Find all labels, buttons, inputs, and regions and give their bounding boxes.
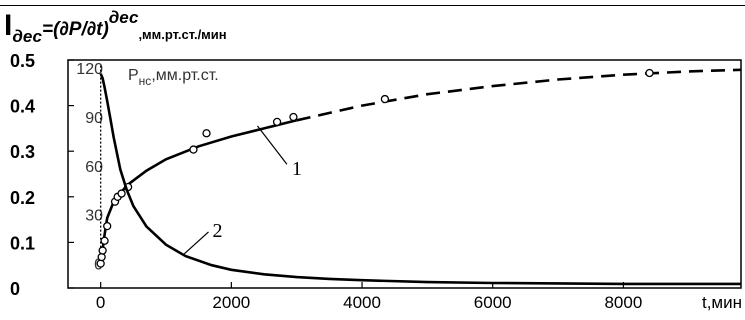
y-right-axis-label: Pнс,мм.рт.ст.: [128, 67, 219, 88]
series-1-point: [98, 246, 107, 255]
annotation-1-leader: [257, 125, 288, 165]
y-left-tick-label: 0: [10, 279, 20, 299]
series-1-point: [289, 112, 298, 122]
x-axis-label: t,мин: [702, 293, 742, 312]
plot-frame: [67, 59, 742, 289]
series-1-point: [380, 94, 390, 104]
annotation-2-leader: [183, 231, 209, 255]
annotation-2-label: 2: [212, 220, 222, 242]
series-1-point: [103, 221, 112, 231]
chart-title: Iдес=(∂P/∂t)дес,мм.рт.ст./мин: [4, 8, 227, 47]
x-tick-label: 4000: [343, 293, 381, 312]
series-1-point: [97, 252, 106, 262]
x-tick-label: 6000: [474, 293, 512, 312]
x-tick-label: 0: [96, 293, 105, 312]
y-left-tick-label: 0.3: [10, 142, 35, 162]
series-1-dashed-line: [296, 68, 742, 122]
top-rule: [0, 5, 745, 6]
title-equation: =(∂P/∂t): [41, 19, 109, 40]
y-right-tick-label: 90: [85, 110, 103, 127]
x-tick-label: 2000: [212, 293, 250, 312]
y-left-tick-label: 0.2: [10, 188, 35, 208]
series-1-point: [100, 236, 109, 245]
y-left-tick-label: 0.5: [10, 51, 35, 71]
series-1-point: [645, 68, 654, 78]
title-unit: ,мм.рт.ст./мин: [138, 27, 227, 42]
series-2-line: [99, 73, 741, 286]
title-superscript: дес: [108, 8, 139, 27]
title-subscript: дес: [12, 27, 42, 46]
series-1-point: [117, 189, 126, 198]
series-1-point: [96, 259, 105, 268]
y-right-tick-label: 120: [76, 61, 103, 78]
y-right-tick-label: 30: [85, 208, 103, 225]
y-right-tick-label: 60: [85, 159, 103, 176]
series-1-solid-line: [99, 119, 298, 264]
y-left-tick-label: 0.1: [10, 233, 35, 253]
title-main: I: [4, 9, 13, 42]
x-tick-label: 8000: [604, 293, 642, 312]
y-left-tick-label: 0.4: [10, 97, 35, 117]
series-1-point: [202, 129, 211, 138]
annotation-1-label: 1: [292, 158, 302, 180]
series-1-point: [189, 145, 198, 154]
series-1-point: [272, 117, 282, 127]
